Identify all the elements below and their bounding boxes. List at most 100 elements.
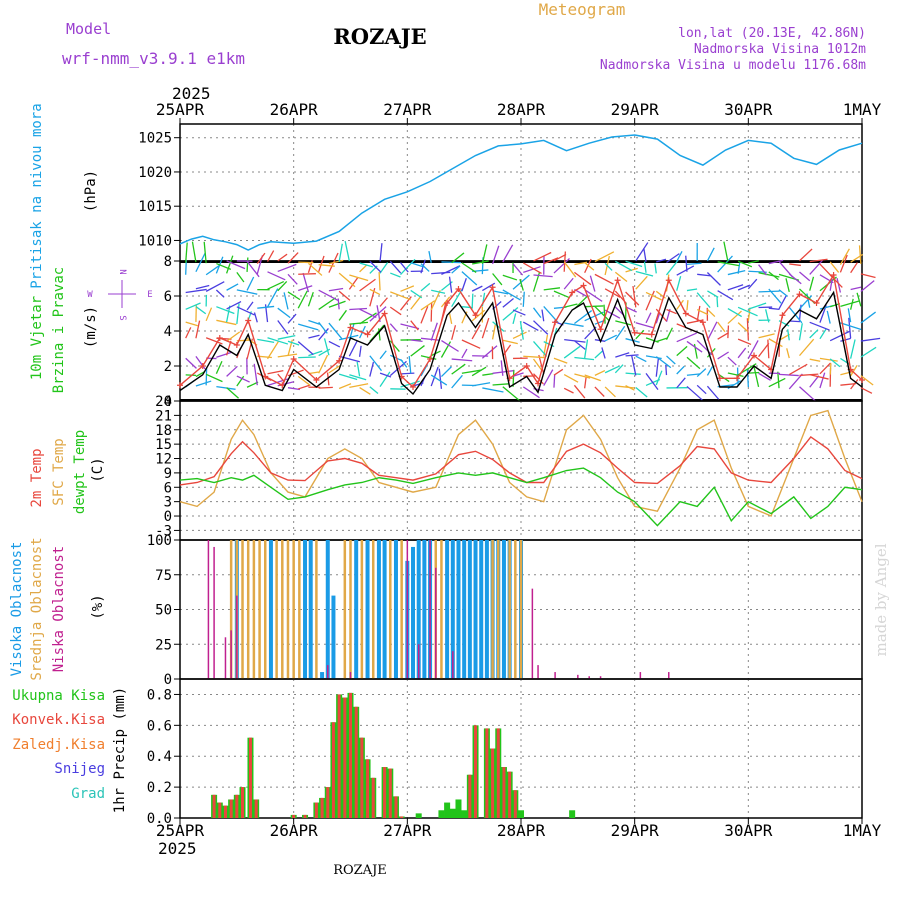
wind-arrow	[420, 282, 431, 292]
wind-arrow	[686, 373, 701, 376]
wind-arrow	[266, 250, 275, 262]
cloud-low-bar	[588, 676, 590, 679]
cloud-high-bar	[325, 540, 330, 679]
wind-arrow	[847, 308, 852, 323]
wind-arrow	[389, 323, 398, 332]
precip-conv-bar	[241, 787, 245, 818]
wind-arrow	[205, 373, 223, 383]
cloud-low-bar	[417, 644, 420, 679]
wind-arrow	[737, 262, 741, 274]
wind-gust-marker	[336, 357, 343, 364]
cloud-high-bar	[354, 540, 359, 679]
wind-arrow	[522, 291, 525, 307]
y-tick-label: 0.8	[147, 687, 172, 703]
cloud-low-bar	[224, 637, 227, 679]
wind-arrow	[574, 356, 595, 361]
wind-arrow	[717, 321, 726, 333]
wind-arrow	[225, 255, 234, 274]
wind-gust-marker	[631, 329, 638, 336]
wind-arrow	[625, 260, 643, 268]
wind-arrow	[410, 262, 424, 268]
wind-arrow	[203, 241, 207, 264]
wind-arrow	[858, 245, 862, 264]
cloud-high-bar	[303, 540, 308, 679]
wind-arrow	[451, 265, 461, 274]
wind-arrow	[676, 265, 695, 276]
temp-dew-line	[179, 467, 863, 527]
wind-arrow	[326, 372, 330, 386]
wind-arrow	[758, 272, 780, 278]
wind-arrow	[686, 340, 703, 353]
wind-gust-marker	[313, 377, 320, 383]
cloud-mid-bar	[292, 540, 295, 679]
wind-arrow	[655, 312, 661, 324]
wind-arrow	[236, 306, 255, 316]
wind-arrow	[553, 258, 570, 274]
wind-arrow	[522, 262, 542, 274]
wind-arrow	[318, 289, 339, 302]
pressure-unit: (hPa)	[83, 170, 99, 212]
cloud-low-bar	[213, 546, 215, 679]
time-tick-label: 30APR	[724, 821, 773, 840]
wind-arrow	[819, 372, 826, 389]
cloud-high-bar	[382, 540, 387, 679]
wind-arrow	[778, 295, 787, 310]
wind-arrow	[625, 354, 639, 357]
cloud-high-bar	[376, 540, 381, 679]
wind-arrow	[778, 289, 788, 297]
wind-arrow	[758, 342, 770, 358]
wind-arrow	[359, 264, 368, 273]
wind-arrow	[389, 306, 402, 316]
wind-arrow	[789, 320, 800, 323]
wind-arrow	[338, 334, 359, 341]
y-tick-label: 18	[155, 423, 172, 439]
wind-arrow	[349, 307, 368, 311]
wind-arrow	[563, 374, 579, 383]
precip-conv-bar	[388, 768, 392, 818]
wind-arrow	[706, 321, 718, 341]
wind-arrow	[601, 347, 606, 359]
wind-gust-marker	[569, 289, 576, 296]
wind-gust-marker	[859, 377, 865, 383]
wind-arrow	[676, 365, 685, 375]
wind-arrow	[378, 272, 381, 291]
wind-arrow	[840, 357, 851, 366]
precip-conv-bar	[383, 767, 387, 818]
wind-arrow	[318, 321, 328, 334]
wind-arrow	[390, 272, 401, 278]
wind-arrow	[860, 280, 875, 293]
wind-arrow	[298, 261, 314, 264]
wind-arrow	[778, 260, 793, 278]
cloud-high-bar	[479, 540, 484, 679]
wind-arrow	[318, 386, 333, 389]
wind-arrow	[768, 307, 780, 311]
wind-arrow	[502, 289, 521, 301]
wind-arrow	[737, 347, 747, 359]
wind-arrow	[410, 339, 423, 343]
y-tick-label: 15	[155, 437, 172, 453]
wind-arrow	[451, 252, 465, 264]
wind-arrow	[379, 262, 389, 274]
precip-legend-hail: Grad	[71, 786, 105, 802]
precip-conv-bar	[314, 802, 318, 818]
wind-arrow	[697, 273, 712, 277]
wind-arrow	[267, 271, 286, 281]
cloud-high-bar	[484, 540, 489, 679]
wind-arrow	[226, 387, 239, 399]
wind-arrow	[758, 333, 775, 339]
wind-arrow	[287, 340, 300, 346]
wind-arrow	[236, 303, 240, 325]
y-tick-label: 75	[155, 568, 172, 584]
wind-arrow	[356, 361, 361, 377]
cloud-high-bar	[473, 540, 478, 679]
watermark: made by Angel	[872, 543, 890, 656]
pressure-ylabel: Pritisak na nivou mora	[29, 103, 45, 288]
wind-gust-marker	[779, 312, 786, 319]
wind-arrow	[191, 241, 197, 263]
precip-conv-bar	[468, 774, 472, 818]
cloud-mid-bar	[497, 540, 500, 679]
footer-station: ROZAJE	[333, 863, 387, 878]
y-tick-label: 4	[164, 324, 172, 340]
precip-total-bar	[449, 808, 456, 818]
wind-arrow	[410, 345, 425, 357]
